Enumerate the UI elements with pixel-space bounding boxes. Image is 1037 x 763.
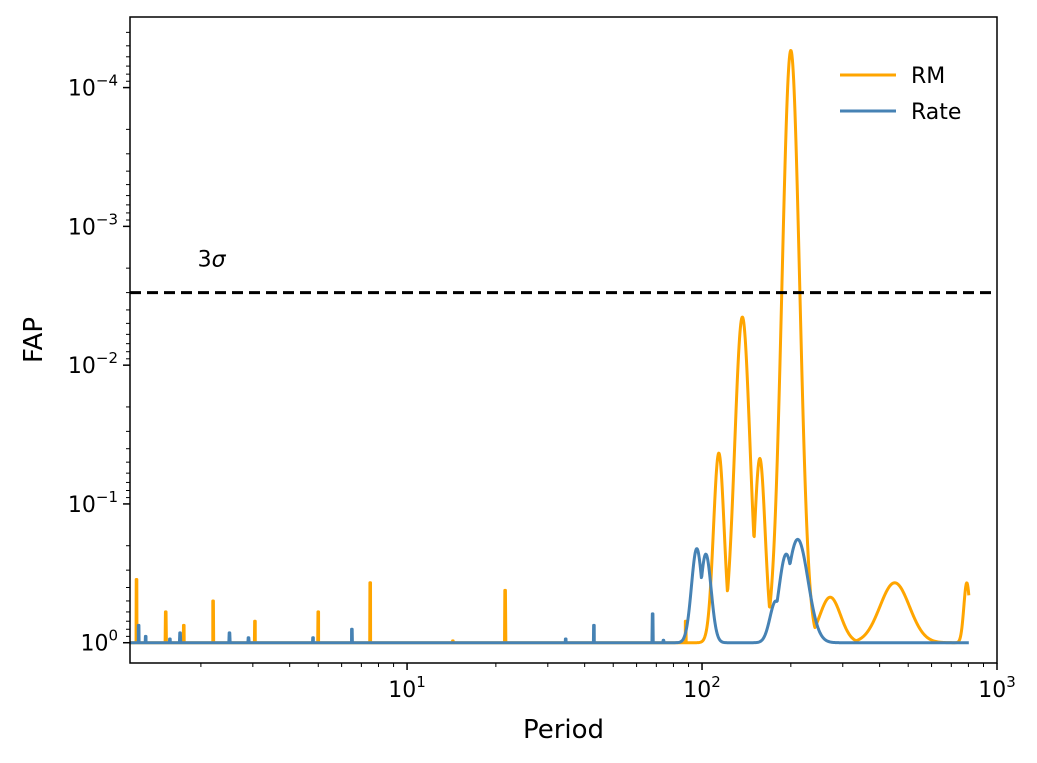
series-line-rate [128,537,970,645]
x-tick-label: 103 [978,673,1016,703]
x-tick-label: 102 [683,673,721,703]
y-tick-label: 10−3 [68,210,118,240]
plot-frame [129,16,998,664]
y-axis-label: FAP [19,317,49,363]
series-line-rm [128,49,971,645]
y-tick-label: 10−4 [68,72,118,102]
legend-label-rm: RM [911,64,945,89]
y-tick-label: 10−2 [68,349,118,379]
y-tick-label: 10−1 [68,488,118,518]
y-tick-label: 100 [80,627,118,657]
plot-area: 3σ [128,49,997,645]
legend-label-rate: Rate [911,100,961,125]
legend: RM Rate [840,64,961,125]
axis-ticks: 101 102 103 100 10−1 10−2 10−3 10−4 [68,31,1016,703]
threshold-label: 3σ [198,248,227,273]
x-axis-label: Period [523,715,604,745]
x-tick-label: 101 [388,673,426,703]
